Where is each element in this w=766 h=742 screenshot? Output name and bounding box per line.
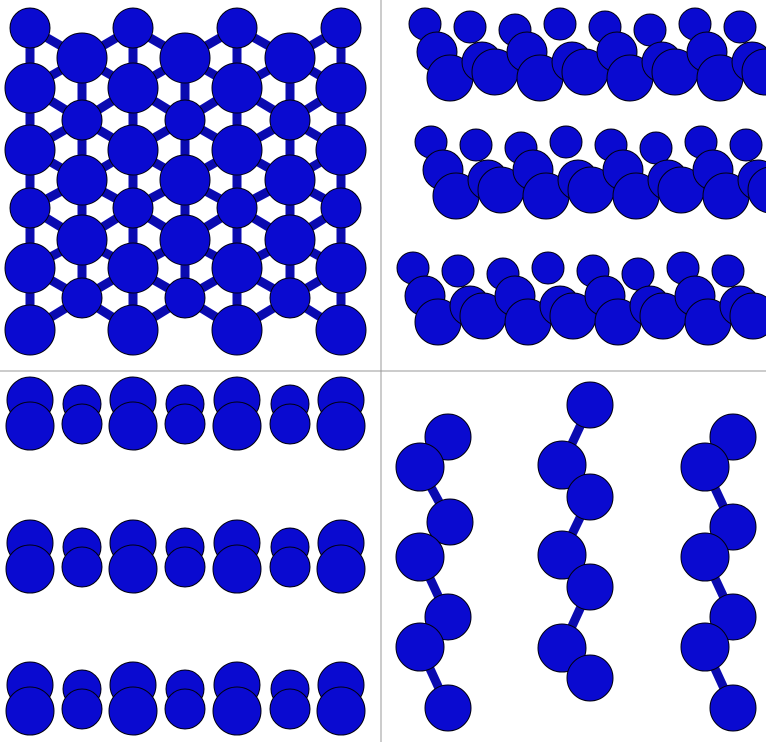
atom [316, 401, 366, 451]
atom [543, 7, 577, 41]
atom [459, 128, 493, 162]
atom [566, 654, 614, 702]
atom [107, 124, 159, 176]
atom [108, 544, 158, 594]
atom [424, 413, 472, 461]
atom [107, 242, 159, 294]
atom [107, 304, 159, 356]
atom [709, 593, 757, 641]
atom [107, 62, 159, 114]
atom [211, 124, 263, 176]
atom [680, 442, 730, 492]
atom [566, 473, 614, 521]
atom [316, 544, 366, 594]
atom [680, 622, 730, 672]
atom [709, 503, 757, 551]
atom [216, 7, 258, 49]
atom [537, 530, 587, 580]
atom [164, 688, 206, 730]
atom [56, 214, 108, 266]
atom [741, 48, 766, 96]
atom [315, 62, 367, 114]
atom [537, 440, 587, 490]
atom [531, 251, 565, 285]
atom [9, 7, 51, 49]
atom [269, 688, 311, 730]
atom [320, 7, 362, 49]
atom [537, 623, 587, 673]
atom [112, 7, 154, 49]
atom [269, 403, 311, 445]
atom [723, 10, 757, 44]
atom [4, 304, 56, 356]
atom [566, 381, 614, 429]
atom [680, 532, 730, 582]
atom [211, 242, 263, 294]
atom [164, 99, 206, 141]
atom [395, 532, 445, 582]
atom [164, 546, 206, 588]
atom [61, 277, 103, 319]
atom [4, 242, 56, 294]
atom [56, 32, 108, 84]
atom [709, 684, 757, 732]
atom [56, 154, 108, 206]
atom [159, 214, 211, 266]
atom [212, 544, 262, 594]
atom [453, 10, 487, 44]
atom [211, 62, 263, 114]
atom [441, 254, 475, 288]
atom [639, 131, 673, 165]
atom [5, 544, 55, 594]
atom [61, 546, 103, 588]
atom [9, 187, 51, 229]
atom [4, 62, 56, 114]
atom [164, 277, 206, 319]
atom [315, 304, 367, 356]
atom [633, 13, 667, 47]
atom [159, 32, 211, 84]
atom [159, 154, 211, 206]
atom [395, 442, 445, 492]
atom [269, 546, 311, 588]
atom [566, 563, 614, 611]
atom [729, 128, 763, 162]
atom [264, 154, 316, 206]
atoms [4, 7, 766, 736]
atom [320, 187, 362, 229]
atom [315, 242, 367, 294]
atom [112, 187, 154, 229]
atom [621, 257, 655, 291]
atom [264, 32, 316, 84]
atom [164, 403, 206, 445]
atom [269, 99, 311, 141]
atom [315, 124, 367, 176]
atom [212, 686, 262, 736]
atom [212, 401, 262, 451]
atom [709, 413, 757, 461]
atom [711, 254, 745, 288]
atom [211, 304, 263, 356]
atom [269, 277, 311, 319]
atom [108, 686, 158, 736]
atom [424, 593, 472, 641]
atom [747, 167, 766, 213]
atom [549, 125, 583, 159]
atom [316, 686, 366, 736]
atom [5, 686, 55, 736]
atom [424, 684, 472, 732]
atom [61, 403, 103, 445]
atom [108, 401, 158, 451]
atom [216, 187, 258, 229]
atom [395, 622, 445, 672]
atom [426, 498, 474, 546]
atom [5, 401, 55, 451]
atom [729, 292, 766, 340]
atom [4, 124, 56, 176]
atom [61, 688, 103, 730]
atom [61, 99, 103, 141]
atom [264, 214, 316, 266]
